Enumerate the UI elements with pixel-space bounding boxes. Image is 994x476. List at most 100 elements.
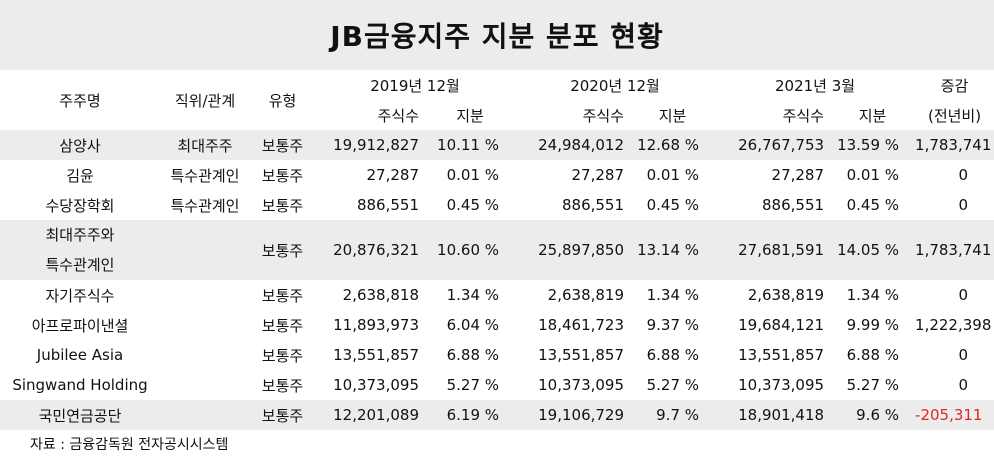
stake-2020: 0.45 % <box>646 196 700 214</box>
stake-2021: 5.27 % <box>846 376 900 394</box>
shares-2020: 19,106,729 <box>515 400 631 430</box>
table-row: Singwand Holding 보통주 10,373,095 5.27 % 1… <box>0 370 994 400</box>
table-row: 수당장학회 특수관계인 보통주 886,551 0.45 % 886,551 0… <box>0 190 994 220</box>
change-value-negative: -205,311 <box>915 400 994 430</box>
change-value: 1,222,398 <box>915 316 992 334</box>
share-type: 보통주 <box>250 220 315 280</box>
stake-2019: 0.01 % <box>446 166 500 184</box>
table-row-subtotal: 최대주주와 특수관계인 보통주 20,876,321 10.60 % 25,89… <box>0 220 994 280</box>
change-value: 0 <box>958 286 969 304</box>
shares-2021: 2,638,819 <box>747 286 825 304</box>
stake-2019: 6.88 % <box>446 346 500 364</box>
share-type: 보통주 <box>261 196 304 215</box>
stake-2019: 1.34 % <box>446 286 500 304</box>
stake-2021: 1.34 % <box>846 286 900 304</box>
change-value: 1,783,741 <box>915 220 994 280</box>
change-value: 0 <box>958 376 969 394</box>
header-stake-2021: 지분 <box>858 106 887 125</box>
shares-2020: 2,638,819 <box>547 286 625 304</box>
table-row: 김윤 특수관계인 보통주 27,287 0.01 % 27,287 0.01 %… <box>0 160 994 190</box>
holder-name: 수당장학회 <box>45 196 115 215</box>
holder-relation: 특수관계인 <box>170 166 240 185</box>
shares-2020: 10,373,095 <box>538 376 625 394</box>
header-stake-2019: 지분 <box>456 106 484 125</box>
table-row: 삼양사 최대주주 보통주 19,912,827 10.11 % 24,984,0… <box>0 130 994 160</box>
header-holder: 주주명 <box>59 91 101 110</box>
title-bar: JB금융지주 지분 분포 현황 <box>0 0 994 70</box>
change-value: 1,783,741 <box>915 130 994 160</box>
shares-2019: 27,287 <box>366 166 420 184</box>
holder-name: 김윤 <box>66 166 94 185</box>
shares-2021: 19,684,121 <box>738 316 825 334</box>
stake-2019: 0.45 % <box>446 196 500 214</box>
header-period-2021: 2021년 3월 <box>774 76 856 95</box>
stake-2020: 1.34 % <box>646 286 700 304</box>
shares-2019: 11,893,973 <box>333 316 419 334</box>
change-value: 0 <box>958 346 969 364</box>
stake-2020: 9.7 % <box>630 400 716 430</box>
page-title: JB금융지주 지분 분포 현황 <box>330 20 664 53</box>
shares-2019: 10,373,095 <box>333 376 419 394</box>
stake-2021: 9.99 % <box>846 316 900 334</box>
header-type: 유형 <box>268 91 297 110</box>
shares-2021: 13,551,857 <box>738 346 825 364</box>
change-value: 0 <box>958 166 969 184</box>
stake-2019: 10.11 % <box>425 130 516 160</box>
shares-2019: 886,551 <box>356 196 419 214</box>
header-stake-2020: 지분 <box>658 106 687 125</box>
stake-2021: 0.45 % <box>846 196 900 214</box>
shares-2020: 27,287 <box>571 166 625 184</box>
stake-2021: 14.05 % <box>830 220 916 280</box>
ownership-table: 주주명 직위/관계 유형 2019년 12월 2020년 12월 2021년 3… <box>0 70 994 430</box>
shares-2019: 12,201,089 <box>315 400 425 430</box>
stake-2019: 5.27 % <box>446 376 500 394</box>
holder-relation <box>160 220 250 280</box>
shares-2020: 13,551,857 <box>538 346 625 364</box>
header-period-2019: 2019년 12월 <box>370 76 460 95</box>
share-type: 보통주 <box>250 130 315 160</box>
share-type: 보통주 <box>261 166 304 185</box>
stake-2019: 6.19 % <box>425 400 516 430</box>
holder-relation: 특수관계인 <box>170 196 240 215</box>
shares-2021: 886,551 <box>762 196 825 214</box>
shares-2019: 13,551,857 <box>333 346 419 364</box>
header-relation: 직위/관계 <box>174 91 236 110</box>
shares-2020: 25,897,850 <box>515 220 631 280</box>
holder-name: Singwand Holding <box>12 376 148 394</box>
header-change: 증감 <box>940 76 969 95</box>
stake-2021: 13.59 % <box>830 130 916 160</box>
shares-2019: 20,876,321 <box>315 220 425 280</box>
stake-2020: 9.37 % <box>646 316 700 334</box>
holder-name-line-2: 특수관계인 <box>45 256 115 274</box>
holder-name: 국민연금공단 <box>0 400 160 430</box>
header-period-2020: 2020년 12월 <box>570 76 660 95</box>
holder-relation <box>160 400 250 430</box>
holder-relation <box>160 370 250 400</box>
stake-2019: 10.60 % <box>425 220 516 280</box>
holder-relation <box>160 310 250 340</box>
header-shares-2019: 주식수 <box>377 106 419 125</box>
stake-2020: 5.27 % <box>646 376 700 394</box>
shares-2021: 27,287 <box>771 166 825 184</box>
holder-name: 최대주주와 특수관계인 <box>0 220 160 280</box>
holder-relation <box>160 340 250 370</box>
shares-2020: 886,551 <box>561 196 625 214</box>
share-type: 보통주 <box>261 376 304 395</box>
share-type: 보통주 <box>261 346 304 365</box>
shares-2019: 19,912,827 <box>315 130 425 160</box>
holder-name: 삼양사 <box>0 130 160 160</box>
holder-name: 자기주식수 <box>45 286 115 305</box>
table-row: 국민연금공단 보통주 12,201,089 6.19 % 19,106,729 … <box>0 400 994 430</box>
stake-2020: 13.14 % <box>630 220 716 280</box>
holder-name-line-1: 최대주주와 <box>45 226 115 244</box>
source-note: 자료 : 금융감독원 전자공시시스템 <box>30 437 229 453</box>
stake-2021: 9.6 % <box>830 400 916 430</box>
holder-name: Jubilee Asia <box>36 346 124 364</box>
shares-2021: 26,767,753 <box>715 130 831 160</box>
header-row-1: 주주명 직위/관계 유형 2019년 12월 2020년 12월 2021년 3… <box>0 70 994 110</box>
table-row: 아프로파이낸셜 보통주 11,893,973 6.04 % 18,461,723… <box>0 310 994 340</box>
stake-2020: 0.01 % <box>646 166 700 184</box>
header-change-sub: (전년비) <box>927 106 982 125</box>
stake-2021: 0.01 % <box>846 166 900 184</box>
